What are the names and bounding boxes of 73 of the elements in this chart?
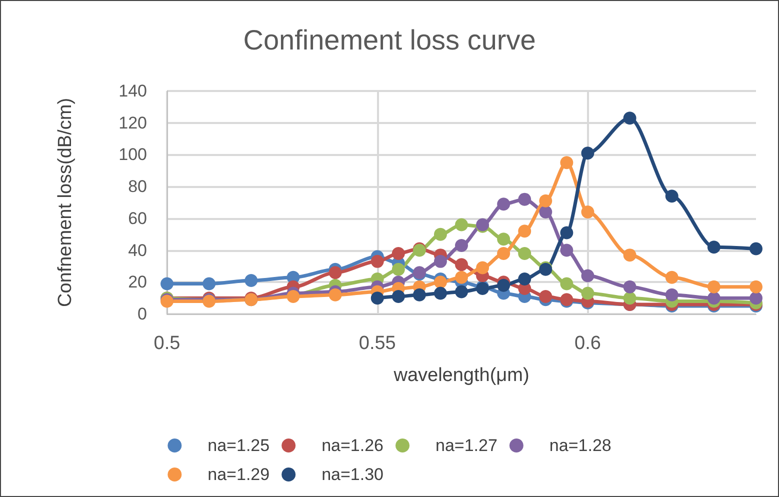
point (581, 206, 594, 219)
y-tick-label: 120 (118, 113, 147, 132)
point (665, 270, 678, 284)
point (202, 277, 216, 290)
point (392, 246, 405, 260)
y-tick-label: 80 (128, 177, 147, 196)
legend-label: na=1.30 (322, 465, 384, 484)
point (518, 246, 532, 260)
legend-label: na=1.29 (208, 465, 270, 484)
chart-title: Confinement loss curve (243, 24, 536, 56)
point (455, 258, 468, 272)
y-tick-label: 60 (128, 208, 147, 228)
legend-label: na=1.27 (436, 436, 498, 455)
point (497, 232, 510, 246)
point (539, 194, 552, 208)
point (328, 288, 342, 302)
y-axis-title: Confnement loss(dB/cm) (55, 98, 76, 308)
point (455, 239, 468, 252)
point (581, 269, 594, 282)
point (560, 244, 574, 257)
x-tick-label: 0.5 (154, 333, 180, 354)
point (750, 242, 762, 256)
point (455, 285, 468, 298)
point (707, 292, 720, 305)
point (518, 224, 532, 238)
point (370, 254, 384, 268)
point (476, 261, 490, 274)
point (455, 270, 468, 284)
point (560, 277, 574, 290)
point (160, 277, 174, 290)
y-tick-label: 100 (118, 145, 147, 164)
point (581, 286, 594, 300)
point (707, 280, 720, 294)
point (665, 288, 678, 302)
point (455, 218, 468, 232)
point (497, 246, 510, 260)
point (392, 290, 405, 303)
x-axis-title: wavelength(μm) (392, 365, 530, 386)
point (434, 286, 447, 300)
point (392, 262, 405, 276)
point (412, 288, 426, 302)
y-tick-label: 40 (128, 240, 147, 260)
x-tick-label: 0.55 (358, 333, 396, 354)
point (497, 198, 510, 211)
point (539, 290, 552, 303)
point (244, 274, 258, 288)
point (518, 192, 532, 206)
point (623, 248, 636, 262)
legend-label: na=1.26 (322, 436, 384, 455)
point (623, 292, 636, 305)
point (539, 206, 552, 219)
point (328, 266, 342, 280)
point (581, 146, 594, 160)
point (434, 228, 447, 241)
legend-label: na=1.25 (208, 436, 270, 455)
y-tick-label: 20 (128, 272, 147, 292)
point (497, 278, 510, 292)
point (623, 280, 636, 294)
point (518, 272, 532, 286)
point (560, 226, 574, 240)
y-tick-label: 0 (138, 304, 147, 324)
point (623, 112, 636, 125)
point (665, 190, 678, 203)
point (707, 240, 720, 254)
point (370, 292, 384, 305)
x-tick-label: 0.6 (574, 333, 601, 354)
y-tick-label: 140 (118, 82, 147, 100)
point (750, 292, 762, 305)
point (560, 156, 574, 170)
legend-label: na=1.28 (549, 436, 612, 455)
point (750, 280, 762, 294)
point (434, 276, 447, 289)
point (434, 254, 447, 268)
